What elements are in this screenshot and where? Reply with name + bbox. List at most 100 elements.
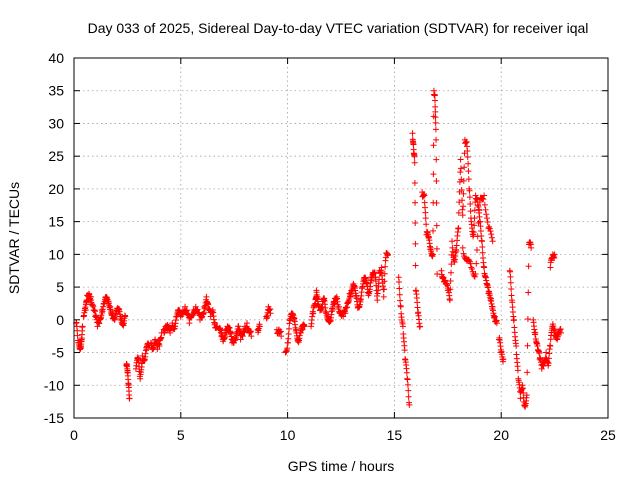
data-point: [422, 215, 429, 222]
data-points: [73, 87, 565, 410]
data-point: [471, 273, 478, 280]
data-point: [460, 190, 467, 197]
data-point: [412, 262, 419, 269]
y-tick-label: 35: [48, 83, 64, 99]
data-point: [414, 299, 421, 306]
data-point: [88, 293, 95, 300]
data-point: [433, 136, 440, 143]
data-point: [508, 286, 515, 293]
data-point: [558, 329, 565, 336]
data-point: [517, 395, 524, 402]
data-point: [525, 289, 532, 296]
y-tick-label: 20: [48, 181, 64, 197]
data-point: [513, 343, 520, 349]
data-point: [465, 168, 472, 175]
data-point: [430, 227, 437, 234]
data-point: [396, 278, 403, 285]
data-point: [432, 114, 439, 121]
data-point: [301, 323, 308, 330]
data-point: [493, 320, 500, 327]
data-point: [483, 211, 490, 218]
data-point: [476, 199, 483, 205]
data-point: [500, 356, 507, 363]
data-point: [459, 244, 466, 251]
data-point: [455, 225, 462, 232]
x-tick-label: 10: [280, 427, 296, 443]
data-point: [405, 393, 412, 400]
x-tick-label: 20: [493, 427, 509, 443]
data-point: [417, 323, 424, 330]
data-point: [399, 323, 406, 330]
data-point: [244, 320, 251, 327]
data-point: [459, 197, 466, 204]
data-point: [542, 354, 549, 361]
data-point: [433, 178, 440, 185]
data-point: [470, 229, 477, 236]
data-point: [483, 215, 490, 222]
data-point: [489, 238, 496, 245]
data-point: [479, 243, 486, 250]
data-point: [286, 325, 293, 332]
data-point: [478, 238, 485, 245]
data-point: [396, 285, 403, 292]
x-tick-label: 0: [70, 427, 78, 443]
data-point: [457, 165, 464, 172]
data-point: [423, 221, 430, 228]
data-point: [79, 323, 86, 330]
y-tick-label: -5: [52, 345, 65, 361]
data-point: [432, 108, 439, 115]
y-tick-label: 0: [56, 312, 64, 328]
data-point: [409, 130, 416, 137]
data-point: [122, 313, 129, 320]
data-point: [473, 260, 480, 267]
data-point: [484, 218, 491, 225]
data-point: [342, 310, 349, 317]
data-point: [411, 153, 418, 160]
data-point: [482, 206, 489, 213]
data-point: [472, 271, 479, 277]
data-point: [256, 323, 263, 330]
data-point: [471, 222, 478, 229]
data-point: [433, 245, 440, 252]
data-point: [397, 297, 404, 304]
data-point: [412, 220, 419, 227]
data-point: [455, 209, 462, 216]
data-point: [453, 242, 460, 249]
chart-title: Day 033 of 2025, Sidereal Day-to-day VTE…: [88, 20, 589, 36]
data-point: [524, 369, 531, 376]
data-point: [525, 263, 532, 270]
y-tick-label: -10: [44, 377, 64, 393]
data-point: [473, 246, 480, 253]
x-tick-label: 25: [600, 427, 616, 443]
data-point: [523, 392, 530, 399]
data-point: [432, 126, 439, 133]
data-point: [466, 187, 473, 194]
data-point: [464, 148, 471, 155]
data-point: [200, 309, 207, 316]
data-point: [446, 297, 453, 304]
data-point: [412, 199, 419, 206]
data-point: [248, 333, 255, 340]
data-point: [488, 231, 495, 238]
data-point: [448, 261, 455, 268]
data-point: [381, 270, 388, 277]
data-point: [381, 278, 388, 285]
data-point: [397, 303, 404, 310]
data-point: [474, 233, 481, 240]
data-point: [284, 345, 291, 352]
data-point: [422, 209, 429, 216]
data-point: [459, 206, 466, 213]
data-point: [205, 301, 212, 308]
data-point: [411, 159, 418, 166]
y-tick-label: 10: [48, 246, 64, 262]
axis-ticks: 0 5 10 15 20 25 -15 -10 -5 0 5 10 15 20 25 30 35 40: [44, 50, 616, 443]
data-point: [481, 264, 488, 271]
data-point: [401, 347, 408, 354]
data-point: [456, 178, 463, 185]
y-tick-label: 5: [56, 279, 64, 295]
data-point: [467, 208, 474, 215]
data-point: [488, 234, 495, 241]
data-point: [469, 266, 476, 273]
data-point: [514, 367, 521, 374]
